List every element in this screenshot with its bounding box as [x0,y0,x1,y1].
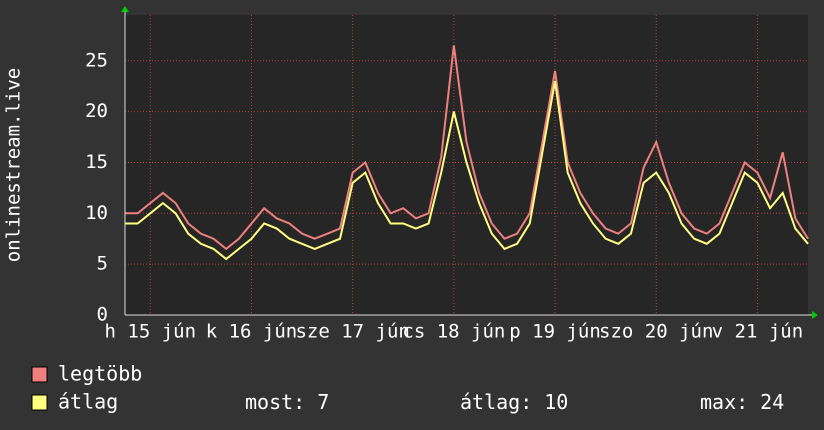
x-tick-label: sze 17 jún [295,321,409,343]
x-tick-label: cs 18 jún [402,321,505,343]
stat-label: most: [245,390,305,414]
y-tick-label: 0 [97,304,108,326]
stat: max: 24 [700,390,784,414]
y-arrow [121,6,129,12]
x-tick-label: szo 20 jún [599,321,713,343]
line-series [125,80,809,261]
x-tick-label: p 19 jún [509,321,601,343]
legend-swatch [31,394,48,411]
stat-value: 10 [544,390,568,414]
y-tick-label: 5 [97,253,108,275]
stat-value: 7 [317,390,329,414]
x-tick-label: v 21 jún [712,321,804,343]
stat-value: 24 [760,390,784,414]
y-tick-label: 10 [85,202,108,224]
legend-label: legtöbb [58,362,142,386]
stat-label: max: [700,390,748,414]
y-tick-label: 15 [85,151,108,173]
y-axis-label: onlinestream.live [3,68,25,262]
legend-swatch [31,366,48,383]
x-arrow [812,311,818,319]
x-tick-label: k 16 jún [206,321,298,343]
stat: most: 7 [245,390,329,414]
line-series [125,45,809,251]
y-tick-label: 20 [85,100,108,122]
stat: átlag: 10 [460,390,568,414]
x-tick-label: h 15 jún [105,321,197,343]
y-tick-label: 25 [85,49,108,71]
stat-label: átlag: [460,390,532,414]
legend-label: átlag [58,390,118,414]
